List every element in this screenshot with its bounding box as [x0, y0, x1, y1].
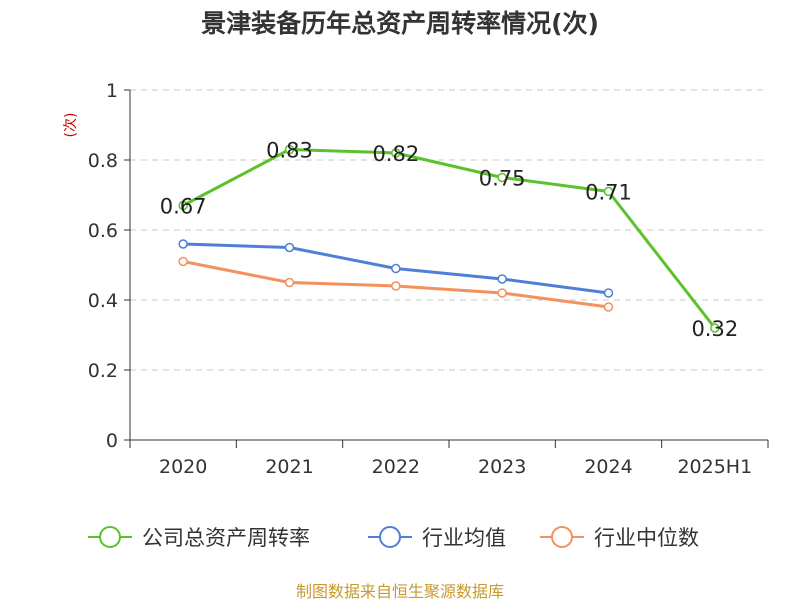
data-point [603, 186, 614, 197]
data-label: 0.83 [266, 139, 313, 163]
data-point [178, 239, 188, 249]
data-label: 0.32 [691, 317, 738, 341]
legend[interactable]: 公司总资产周转率 行业均值 行业中位数 [88, 526, 699, 550]
y-tick-label: 0.2 [88, 360, 118, 382]
x-tick-label: 2022 [372, 456, 420, 478]
x-tick-label: 2024 [584, 456, 632, 478]
data-label: 0.67 [160, 195, 207, 219]
data-labels: 0.67 0.83 0.82 0.75 0.71 0.32 [160, 139, 738, 342]
legend-marker[interactable] [99, 526, 121, 548]
data-point [284, 242, 295, 253]
data-point [178, 200, 188, 211]
data-point [603, 302, 614, 312]
data-point [178, 256, 188, 267]
chart-title: 景津装备历年总资产周转率情况(次) [201, 9, 599, 38]
data-label: 0.75 [479, 167, 526, 191]
data-label: 0.82 [372, 142, 419, 166]
legend-marker[interactable] [551, 526, 573, 548]
y-axis-label: (次) [63, 113, 79, 138]
source-note: 制图数据来自恒生聚源数据库 [295, 582, 504, 601]
data-point [603, 288, 614, 298]
x-tick-label: 2021 [265, 456, 313, 478]
y-tick-label: 0 [106, 430, 118, 452]
data-label: 0.71 [585, 181, 632, 205]
x-tick-label: 2020 [159, 456, 207, 478]
axes: 0 0.2 0.4 0.6 0.8 1 2020 2021 2022 2023 2024 2025H1 [88, 80, 769, 478]
x-tick-label: 2023 [478, 456, 526, 478]
y-tick-label: 0.8 [88, 150, 118, 172]
legend-marker[interactable] [379, 526, 401, 548]
y-tick-label: 1 [106, 80, 118, 102]
legend-label[interactable]: 公司总资产周转率 [142, 526, 310, 550]
x-tick-label: 2025H1 [677, 456, 752, 478]
data-point [391, 263, 401, 274]
data-point [391, 281, 401, 291]
data-point [497, 288, 507, 298]
legend-label[interactable]: 行业均值 [422, 526, 506, 550]
series [178, 144, 720, 333]
data-point [497, 274, 507, 284]
y-tick-label: 0.4 [88, 290, 118, 312]
data-point [284, 144, 295, 155]
legend-label[interactable]: 行业中位数 [594, 526, 699, 550]
y-tick-label: 0.6 [88, 220, 118, 242]
series-line [182, 148, 717, 329]
grid-lines [130, 89, 768, 371]
data-point [497, 172, 507, 183]
data-point [284, 277, 295, 288]
data-point [710, 323, 720, 333]
data-point [391, 148, 401, 158]
